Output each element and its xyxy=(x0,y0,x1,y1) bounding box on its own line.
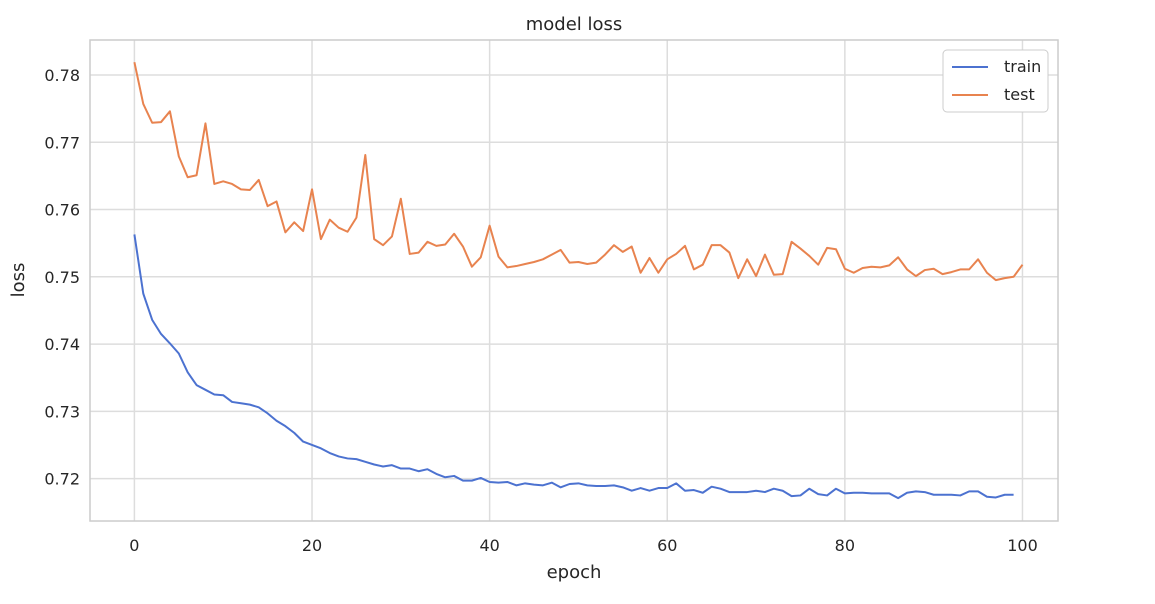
y-tick-label: 0.73 xyxy=(44,402,80,421)
series-line-train xyxy=(133,234,1014,500)
x-tick-labels: 0 20 40 60 80 100 xyxy=(129,536,1037,555)
grid xyxy=(90,40,1058,521)
x-tick-label: 100 xyxy=(1007,536,1038,555)
plot-frame xyxy=(89,39,1059,522)
x-tick-label: 60 xyxy=(657,536,677,555)
legend-label-test: test xyxy=(1004,85,1035,104)
chart-title: model loss xyxy=(526,14,623,35)
legend-box xyxy=(942,49,1049,113)
y-axis-label: loss xyxy=(8,263,29,298)
legend-label-train: train xyxy=(1004,57,1041,76)
x-tick-label: 0 xyxy=(129,536,139,555)
x-tick-label: 40 xyxy=(479,536,499,555)
legend: train test xyxy=(942,49,1049,113)
series-lines xyxy=(133,61,1024,500)
y-tick-label: 0.78 xyxy=(44,66,80,85)
y-tick-label: 0.72 xyxy=(44,470,80,489)
y-tick-label: 0.76 xyxy=(44,201,80,220)
y-tick-label: 0.75 xyxy=(44,268,80,287)
y-tick-labels: 0.72 0.73 0.74 0.75 0.76 0.77 0.78 xyxy=(44,66,80,489)
x-axis-label: epoch xyxy=(547,562,602,583)
series-line-test xyxy=(133,61,1024,282)
y-tick-label: 0.77 xyxy=(44,133,80,152)
y-tick-label: 0.74 xyxy=(44,335,80,354)
x-tick-label: 80 xyxy=(835,536,855,555)
x-tick-label: 20 xyxy=(302,536,322,555)
